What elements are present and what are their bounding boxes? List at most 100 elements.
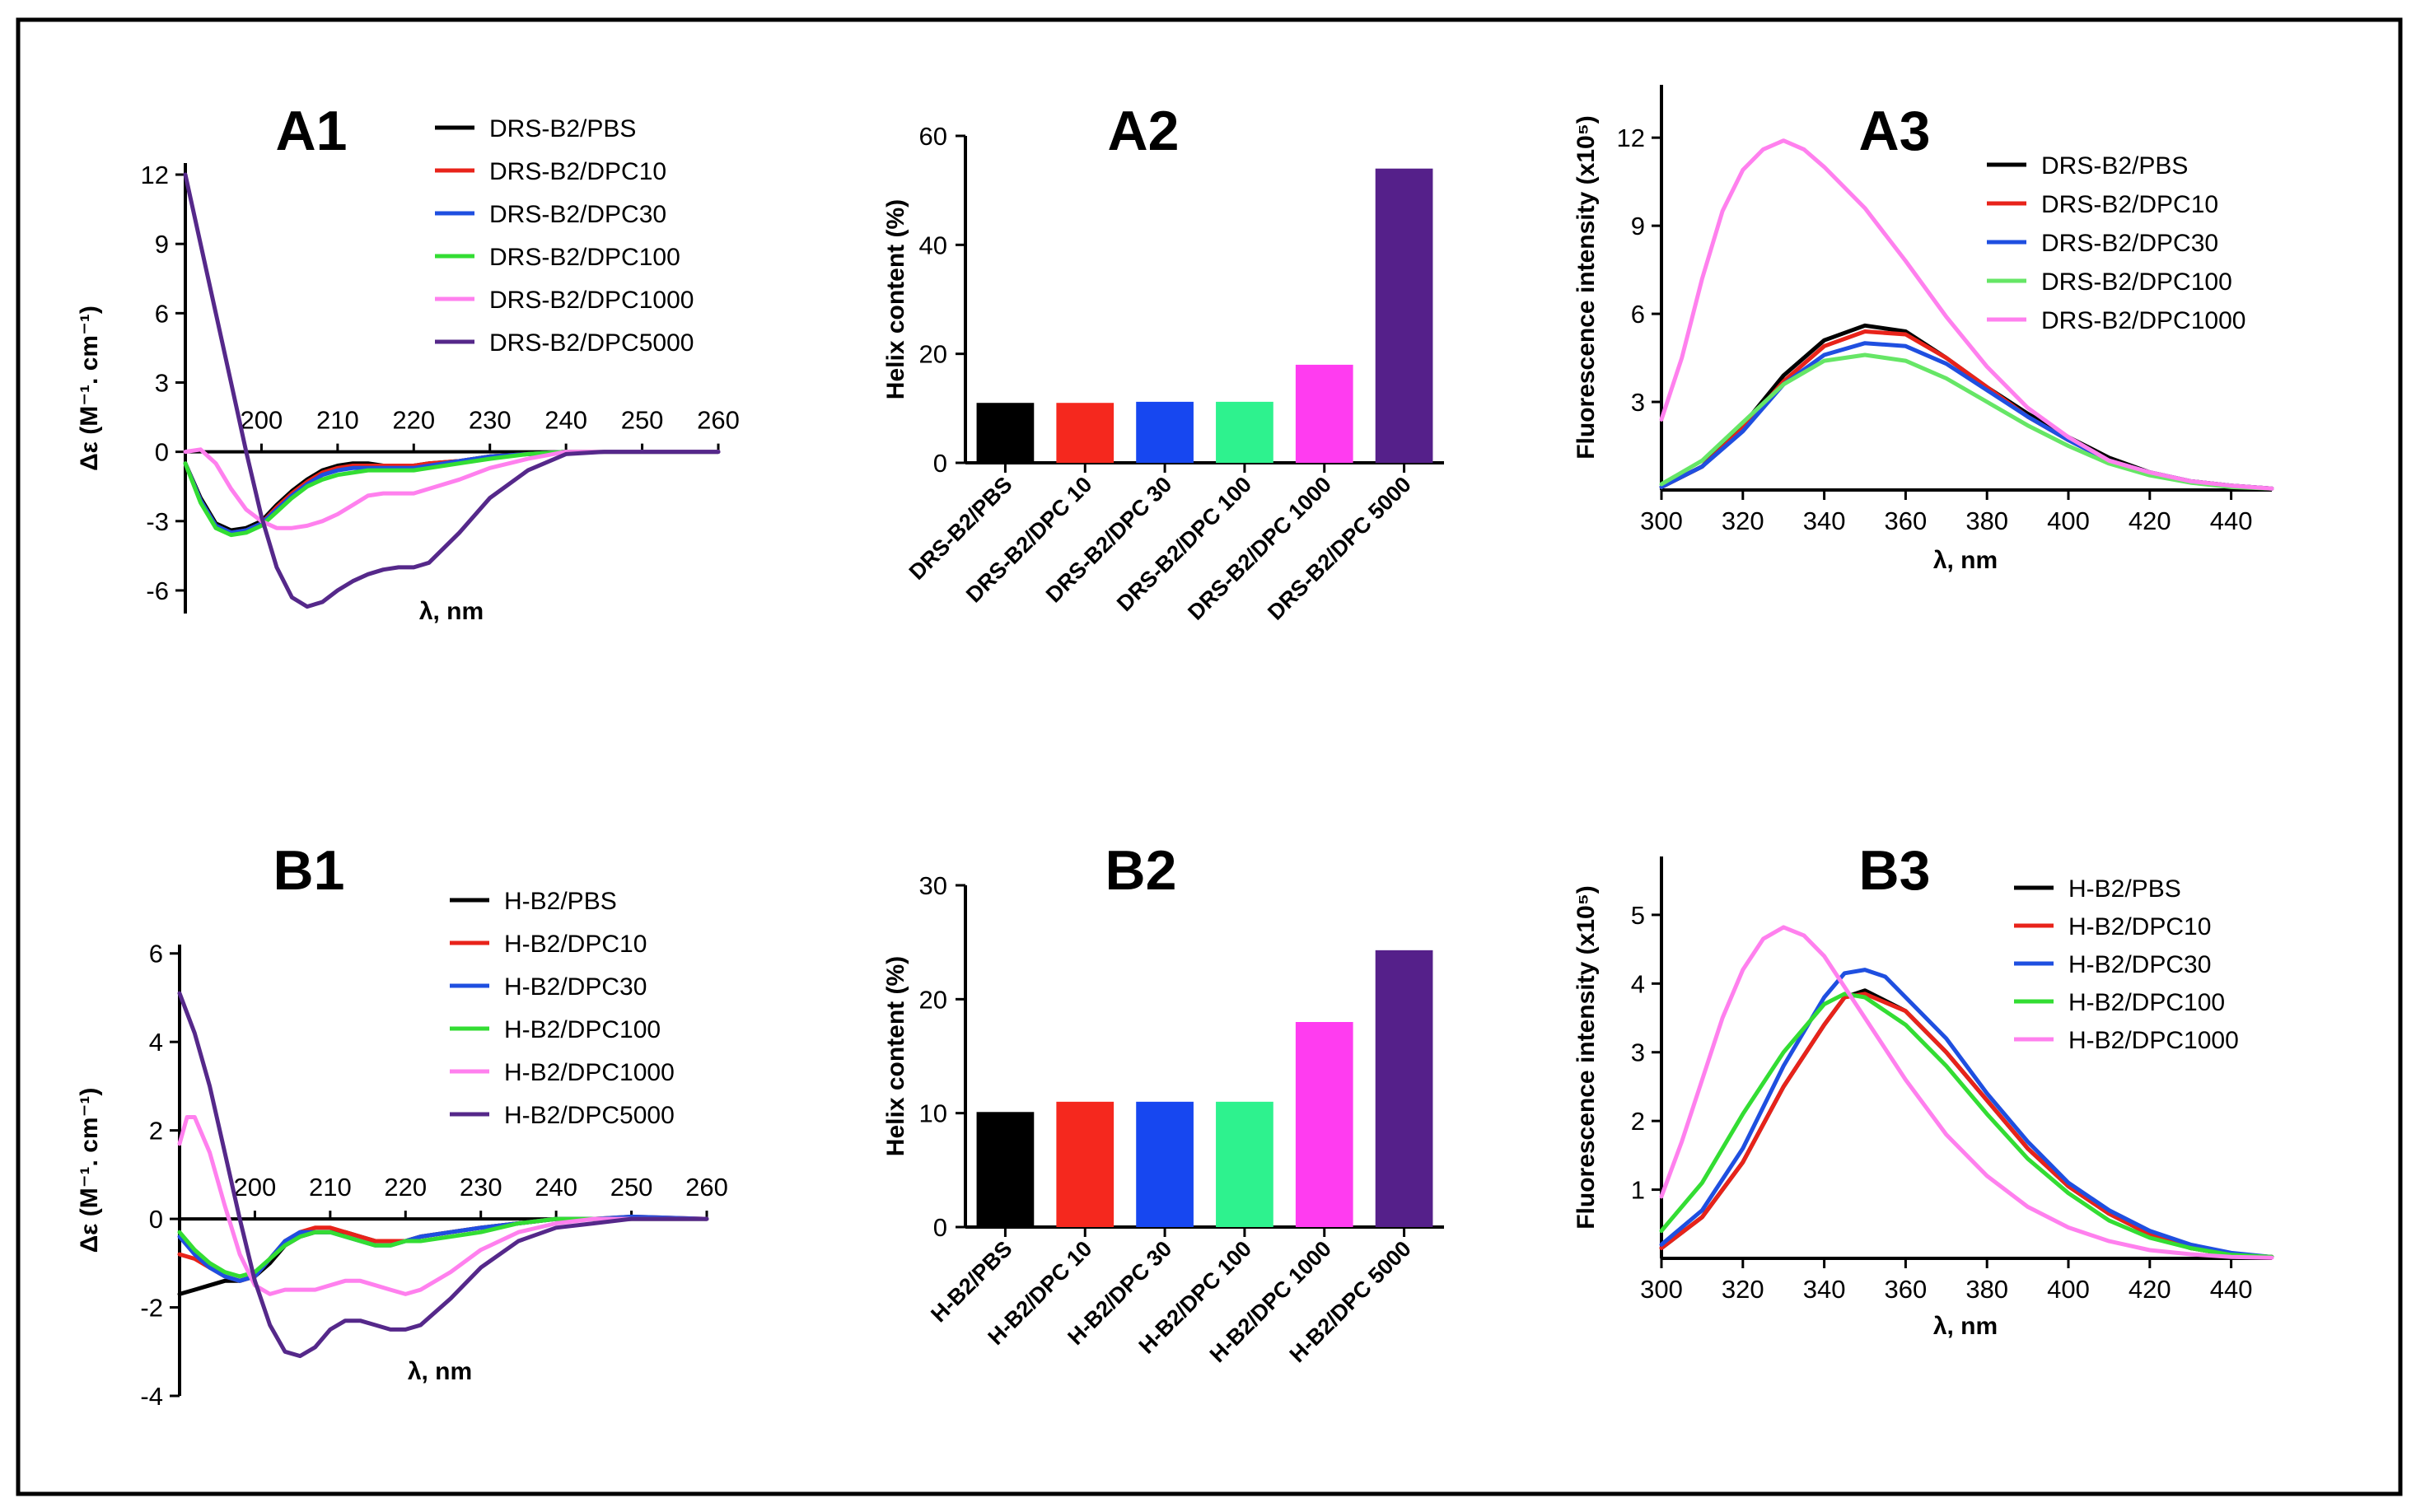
- y-tick-label: 3: [155, 368, 169, 397]
- x-tick-label: 320: [1722, 506, 1764, 535]
- bar-2: [1056, 403, 1115, 463]
- x-tick-label: 260: [685, 1173, 728, 1202]
- figure-frame: [16, 17, 2403, 1496]
- y-tick-label: 4: [149, 1028, 163, 1057]
- x-tick-label: 360: [1885, 506, 1928, 535]
- series-line-5: [1659, 138, 2274, 491]
- x-tick-label: 400: [2047, 1275, 2090, 1304]
- y-axis-label: Δε (M⁻¹. cm⁻¹): [76, 1088, 103, 1253]
- bar-2: [1056, 1101, 1115, 1227]
- x-tick-label: 320: [1722, 1275, 1764, 1304]
- legend-label: H-B2/DPC10: [2068, 913, 2211, 940]
- x-axis-label: λ, nm: [1933, 547, 1998, 574]
- x-tick-label: 200: [241, 406, 283, 435]
- legend-label: DRS-B2/DPC1000: [2041, 307, 2245, 334]
- y-tick-label: 3: [1631, 1038, 1645, 1067]
- bar-5: [1295, 364, 1353, 463]
- y-axis-label: Helix content (%): [882, 956, 909, 1156]
- y-tick-label: 0: [933, 1213, 947, 1242]
- y-tick-label: 12: [141, 161, 169, 189]
- legend-label: H-B2/DPC30: [504, 973, 647, 1001]
- legend-label: H-B2/PBS: [504, 888, 617, 915]
- y-tick-label: -6: [146, 576, 169, 605]
- y-axis-label: Fluorescence intensity (x10⁵): [1573, 115, 1600, 460]
- bar-4: [1216, 401, 1273, 463]
- y-axis-label: Fluorescence intensity (x10⁵): [1573, 885, 1600, 1230]
- x-axis-label: λ, nm: [1933, 1313, 1998, 1340]
- x-tick-label: 220: [392, 406, 435, 435]
- series-line-5: [177, 1115, 709, 1296]
- y-tick-label: -2: [140, 1294, 163, 1323]
- bar-3: [1136, 1101, 1194, 1227]
- legend-label: DRS-B2/DPC100: [489, 244, 680, 271]
- x-tick-label: 360: [1885, 1275, 1928, 1304]
- legend-label: DRS-B2/PBS: [2041, 152, 2188, 180]
- x-tick-label: 400: [2047, 506, 2090, 535]
- x-tick-label: 210: [309, 1173, 352, 1202]
- x-tick-label: 380: [1965, 1275, 2008, 1304]
- y-tick-label: 9: [155, 230, 169, 259]
- legend-label: H-B2/DPC100: [2068, 989, 2225, 1016]
- panel-b3: 1 2 3 4 5 300 320 340 360 380 400 420 440 H-B2/PBS H-B…: [1573, 839, 2274, 1340]
- x-tick-label: 240: [535, 1173, 577, 1202]
- series-line-5: [183, 447, 721, 530]
- x-tick-label: 220: [384, 1173, 427, 1202]
- series-line-4: [1659, 992, 2274, 1259]
- bar-4: [1216, 1101, 1273, 1227]
- x-tick-label: 200: [234, 1173, 277, 1202]
- series-line-4: [1659, 352, 2274, 491]
- y-axis-label: Helix content (%): [882, 199, 909, 399]
- y-tick-label: 10: [919, 1099, 947, 1128]
- legend-label: H-B2/DPC1000: [2068, 1027, 2239, 1054]
- panel-title: A1: [276, 100, 348, 162]
- series-line-6: [177, 991, 709, 1359]
- legend-label: DRS-B2/DPC1000: [489, 287, 694, 314]
- panel-title: B1: [273, 839, 345, 902]
- bar-3: [1136, 401, 1194, 463]
- x-tick-label: 210: [316, 406, 359, 435]
- bar-5: [1295, 1022, 1353, 1227]
- y-tick-label: 4: [1631, 969, 1645, 998]
- x-tick-label: 250: [621, 406, 664, 435]
- y-tick-label: 6: [155, 299, 169, 328]
- y-tick-label: 5: [1631, 901, 1645, 930]
- y-tick-label: 6: [149, 940, 163, 968]
- y-tick-label: 0: [933, 449, 947, 478]
- bar-6: [1375, 950, 1433, 1227]
- series-line-5: [1659, 925, 2274, 1260]
- y-tick-label: 40: [919, 231, 947, 259]
- y-tick-label: 2: [1631, 1107, 1645, 1136]
- bar-1: [976, 403, 1035, 463]
- legend-label: DRS-B2/PBS: [489, 115, 636, 142]
- legend-label: DRS-B2/DPC30: [2041, 230, 2218, 257]
- y-tick-label: 0: [155, 438, 169, 467]
- x-tick-label: 340: [1803, 506, 1846, 535]
- series-line-3: [1659, 968, 2274, 1259]
- y-tick-label: 30: [919, 871, 947, 900]
- x-tick-label: 300: [1640, 506, 1683, 535]
- legend-label: DRS-B2/DPC10: [2041, 191, 2218, 218]
- y-tick-label: 1: [1631, 1176, 1645, 1205]
- legend-label: DRS-B2/DPC10: [489, 158, 666, 185]
- panel-a3: 3 6 9 12 300 320 340 360 380 400 420 440 DRS-B2/PBS D…: [1573, 85, 2274, 574]
- y-tick-label: 3: [1631, 388, 1645, 417]
- legend-label: H-B2/DPC30: [2068, 951, 2211, 978]
- y-tick-label: 60: [919, 122, 947, 151]
- x-tick-label: 440: [2210, 1275, 2253, 1304]
- y-tick-label: 2: [149, 1117, 163, 1146]
- x-tick-label: 420: [2129, 1275, 2171, 1304]
- legend-label: H-B2/DPC1000: [504, 1059, 675, 1086]
- x-tick-label: 240: [544, 406, 587, 435]
- series-line-6: [183, 172, 721, 609]
- x-tick-label: 230: [469, 406, 512, 435]
- x-axis-label: λ, nm: [419, 598, 484, 625]
- legend-label: H-B2/DPC5000: [504, 1102, 675, 1129]
- legend-label: H-B2/PBS: [2068, 875, 2181, 903]
- panel-title: A2: [1108, 100, 1180, 162]
- panel-title: B2: [1105, 839, 1177, 902]
- panel-title: B3: [1859, 839, 1931, 902]
- x-tick-label: 340: [1803, 1275, 1846, 1304]
- y-tick-label: 20: [919, 340, 947, 369]
- x-tick-label: 440: [2210, 506, 2253, 535]
